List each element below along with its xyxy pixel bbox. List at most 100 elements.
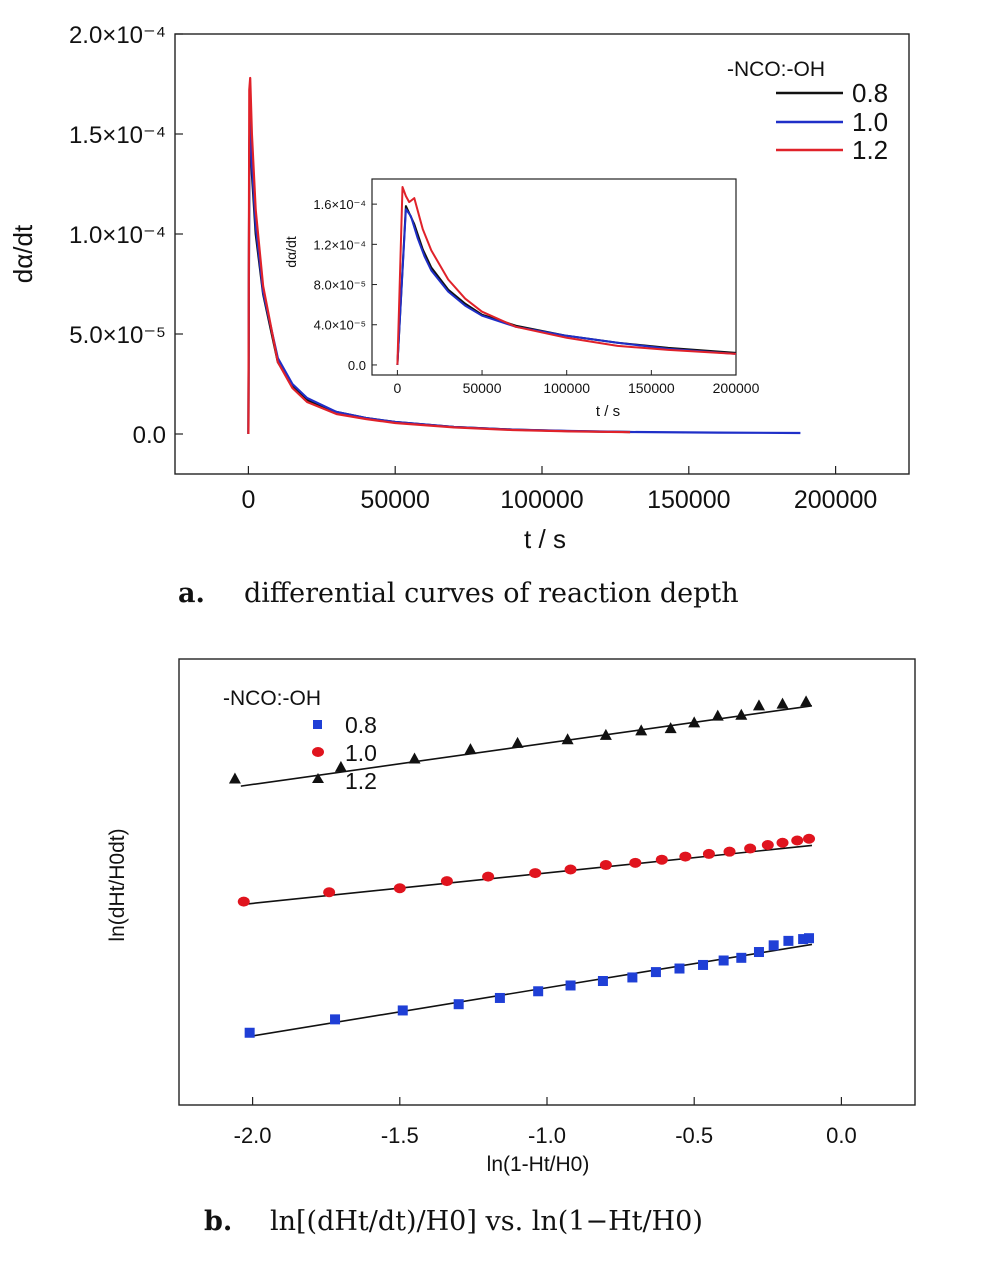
chart-b-fitline-1.0 [243,844,813,906]
chart-a-xtick-label: 0 [241,486,255,514]
chart-b-xlabel: ln(1-Ht/H0) [487,1153,590,1176]
inset-frame [371,178,737,376]
chart-b-point-1.2 [664,722,677,734]
chart-b-point-0.8 [736,952,747,963]
inset-ytick-label: 1.2×10⁻⁴ [313,237,366,252]
chart-b-xtick-label: -1.0 [528,1123,566,1148]
chart-b-point-1.0 [702,848,715,859]
inset-ytick-label: 0.0 [348,358,366,373]
caption-a-label: a. [178,578,205,609]
chart-b-point-1.2 [735,708,748,720]
chart-b-legend-title: -NCO:-OH [223,687,321,710]
chart-b-legend-marker-1.0 [312,747,324,757]
chart-b-point-0.8 [783,935,794,946]
chart-a-inset: 0.0 4.0×10⁻⁵ 8.0×10⁻⁵ 1.2×10⁻⁴ 1.6×10⁻⁴ 0 500… [283,178,760,420]
chart-a-xtick-label: 100000 [500,486,583,514]
chart-b-xtick-label: 0.0 [826,1123,857,1148]
chart-a-ylabel: dα/dt [8,224,38,283]
inset-xtick-label: 100000 [543,380,590,396]
chart-b-point-1.2 [752,699,765,711]
chart-b-point-1.0 [776,837,789,848]
inset-xtick-label: 50000 [463,380,502,396]
chart-a-legend-title: -NCO:-OH [727,58,825,81]
caption-b-text: ln[(dHt/dt)/H0] vs. ln(1−Ht/H0) [270,1206,703,1237]
chart-b-point-0.8 [597,976,608,987]
inset-xtick-label: 200000 [713,380,760,396]
chart-a-xtick-label: 150000 [647,486,730,514]
chart-b-point-0.8 [768,940,779,951]
chart-b-legend-marker-0.8 [313,720,322,729]
chart-b-point-1.0 [791,835,804,846]
inset-series-1.0 [396,208,737,365]
chart-a-xlabel: t / s [524,524,566,554]
inset-ytick-label: 1.6×10⁻⁴ [313,197,366,212]
chart-b-point-1.2 [800,695,813,707]
chart-b-point-1.0 [599,860,612,871]
chart-b-point-1.0 [761,839,774,850]
chart-b-point-0.8 [244,1027,255,1038]
chart-b-point-1.0 [482,871,495,882]
chart-a-legend: -NCO:-OH 0.8 1.0 1.2 [727,58,888,165]
chart-b-point-1.0 [629,857,642,868]
chart-b-point-0.8 [627,972,638,983]
chart-a-ytick-label: 2.0×10⁻⁴ [69,22,166,49]
chart-b-point-1.0 [679,851,692,862]
chart-b-legend-label-0.8: 0.8 [345,712,377,738]
chart-a-ytick-label: 1.0×10⁻⁴ [69,222,166,249]
chart-b-point-0.8 [397,1005,408,1016]
chart-b-point-1.2 [511,736,524,748]
inset-ylabel: dα/dt [283,236,299,268]
chart-b-point-0.8 [330,1014,341,1025]
chart-b-point-1.0 [655,854,668,865]
chart-a-ytick-label: 5.0×10⁻⁵ [69,322,166,349]
chart-b-frame [178,658,916,1106]
chart-b-point-1.2 [599,728,612,740]
chart-b-point-1.2 [688,716,701,728]
chart-b-point-1.0 [323,887,336,898]
inset-xtick-label: 150000 [628,380,675,396]
chart-b-xtick-label: -1.5 [381,1123,419,1148]
chart-b-ylabel: ln(dHt/H0dt) [106,828,129,941]
chart-a-ytick-label: 0.0 [133,422,166,449]
chart-a-legend-label-0.8: 0.8 [852,78,888,108]
chart-b-point-1.0 [723,846,736,857]
chart-b-point-1.2 [635,724,648,736]
chart-b-point-1.2 [561,733,574,745]
chart-a-legend-label-1.2: 1.2 [852,135,888,165]
chart-b-point-1.0 [440,876,453,887]
caption-a-text: differential curves of reaction depth [244,578,739,609]
chart-b-point-0.8 [674,963,685,974]
inset-xlabel: t / s [596,403,620,420]
chart-b-point-1.0 [529,868,542,879]
chart-b-legend-marker-1.2 [312,773,324,783]
chart-a-xtick-label: 50000 [360,486,430,514]
chart-b-point-1.0 [564,864,577,875]
chart-a-series-1.2 [247,76,631,435]
chart-b-point-0.8 [565,980,576,991]
chart-b-point-0.8 [453,999,464,1010]
chart-b-point-1.0 [393,883,406,894]
chart-b-point-1.2 [228,772,241,784]
chart-b-legend: -NCO:-OH 0.8 1.0 1.2 [223,687,377,794]
chart-b-point-1.0 [803,833,816,844]
chart-b-point-0.8 [698,959,709,970]
chart-b-point-0.8 [533,986,544,997]
chart-b-point-0.8 [494,992,505,1003]
chart-b-point-1.2 [408,752,421,764]
chart-b-point-0.8 [798,934,809,945]
chart-b-legend-label-1.2: 1.2 [345,768,377,794]
chart-b-point-1.0 [237,896,250,907]
chart-b-point-1.2 [711,709,724,721]
chart-a-xtick-label: 200000 [794,486,877,514]
chart-b-point-0.8 [718,955,729,966]
chart-b-xtick-label: -2.0 [234,1123,272,1148]
caption-b-label: b. [204,1206,232,1237]
chart-b-point-1.2 [334,760,347,772]
inset-ytick-label: 4.0×10⁻⁵ [314,318,366,333]
inset-xtick-label: 0 [393,380,401,396]
chart-b-point-1.2 [776,697,789,709]
inset-series-1.2 [396,186,737,365]
inset-ytick-label: 8.0×10⁻⁵ [314,278,366,293]
chart-b-xtick-label: -0.5 [675,1123,713,1148]
